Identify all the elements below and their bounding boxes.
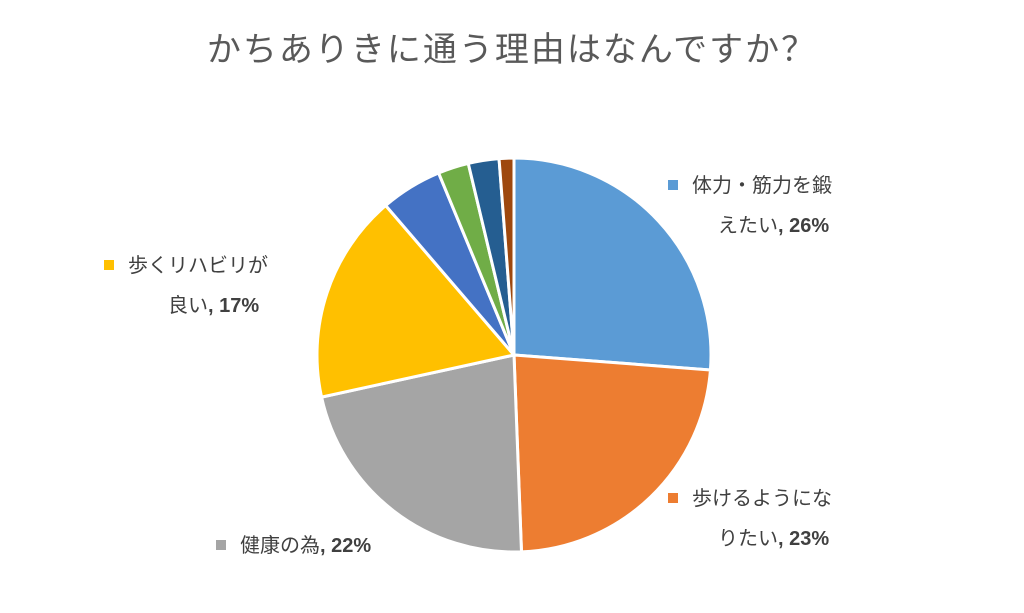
pie-slice-7 xyxy=(497,156,516,357)
slice-label-health: 健康の為, 22% xyxy=(216,525,371,566)
label-percent: , 17% xyxy=(208,295,260,317)
label-percent: , 23% xyxy=(778,528,830,550)
label-text-line1: 体力・筋力を鍛 xyxy=(692,173,832,197)
label-percent: , 26% xyxy=(778,215,830,237)
label-text-line2: 良い xyxy=(168,293,208,317)
legend-swatch xyxy=(104,259,114,270)
legend-swatch xyxy=(216,539,226,550)
pie-slice-1 xyxy=(512,353,712,554)
label-text-line1: 歩けるようにな xyxy=(692,486,832,510)
label-text-line2: えたい xyxy=(718,213,778,237)
pie-slice-2 xyxy=(320,353,523,554)
pie-slice-0 xyxy=(512,156,713,372)
slice-label-rehab: 歩くリハビリが 良い, 17% xyxy=(104,245,268,326)
slice-label-strength: 体力・筋力を鍛 えたい, 26% xyxy=(668,165,832,246)
pie-slice-3 xyxy=(315,204,516,399)
label-text-line2: りたい xyxy=(718,526,778,550)
label-percent: , 22% xyxy=(320,535,372,557)
chart-title: かちありきに通う理由はなんですか？ xyxy=(206,30,818,70)
legend-swatch xyxy=(668,179,678,190)
slice-label-walk: 歩けるようにな りたい, 23% xyxy=(668,478,832,559)
legend-swatch xyxy=(668,492,678,503)
label-text-line1: 歩くリハビリが xyxy=(128,253,268,277)
label-text-line1: 健康の為 xyxy=(240,533,320,557)
